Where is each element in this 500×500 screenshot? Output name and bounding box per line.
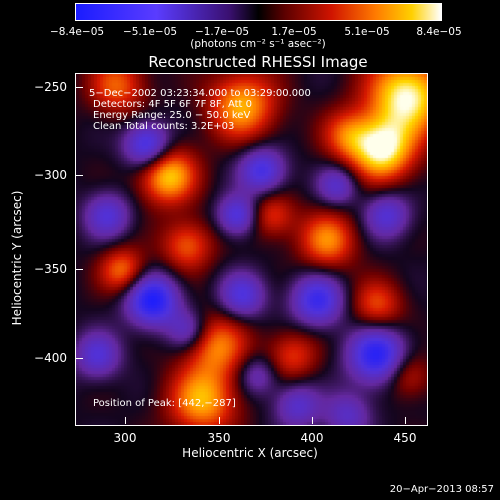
x-tick-label: 400 [300,431,324,445]
colorbar-tick: 1.7e−05 [271,26,317,38]
x-tick-label: 450 [393,431,417,445]
total-counts-annotation: Clean Total counts: 3.2E+03 [93,121,235,132]
colorbar-tick: 5.1e−05 [344,26,390,38]
y-tick-label: −400 [34,351,67,365]
energy-range-annotation: Energy Range: 25.0 − 50.0 keV [93,110,251,121]
image-title: Reconstructed RHESSI Image [148,53,368,71]
x-tick-mark [125,417,126,424]
colorbar [75,3,442,21]
y-tick-mark [76,269,83,270]
colorbar-unit: (photons cm⁻² s⁻¹ asec⁻²) [190,38,326,50]
y-tick-mark [76,87,83,88]
timestamp: 20−Apr−2013 08:57 [389,484,494,495]
detectors-annotation: Detectors: 4F 5F 6F 7F 8F, Att 0 [93,99,253,110]
x-tick-label: 350 [207,431,231,445]
y-tick-mark [76,175,83,176]
x-tick-mark [312,417,313,424]
x-tick-mark [219,417,220,424]
colorbar-tick: −5.1e−05 [122,26,178,38]
time-range-annotation: 5−Dec−2002 03:23:34.000 to 03:29:00.000 [89,88,311,99]
x-axis-label: Heliocentric X (arcsec) [182,446,318,460]
colorbar-tick: 8.4e−05 [416,26,462,38]
x-tick-mark [405,417,406,424]
colorbar-tick: −1.7e−05 [194,26,250,38]
x-tick-label: 300 [113,431,137,445]
y-axis-label: Heliocentric Y (arcsec) [10,190,24,326]
reconstructed-image: 5−Dec−2002 03:23:34.000 to 03:29:00.000 … [75,73,428,426]
colorbar-tick: −8.4e−05 [49,26,105,38]
y-tick-label: −250 [34,80,67,94]
y-tick-label: −350 [34,262,67,276]
peak-position-annotation: Position of Peak: [442,−287] [93,398,236,409]
y-tick-mark [76,358,83,359]
y-tick-label: −300 [34,168,67,182]
image-canvas [76,74,427,425]
